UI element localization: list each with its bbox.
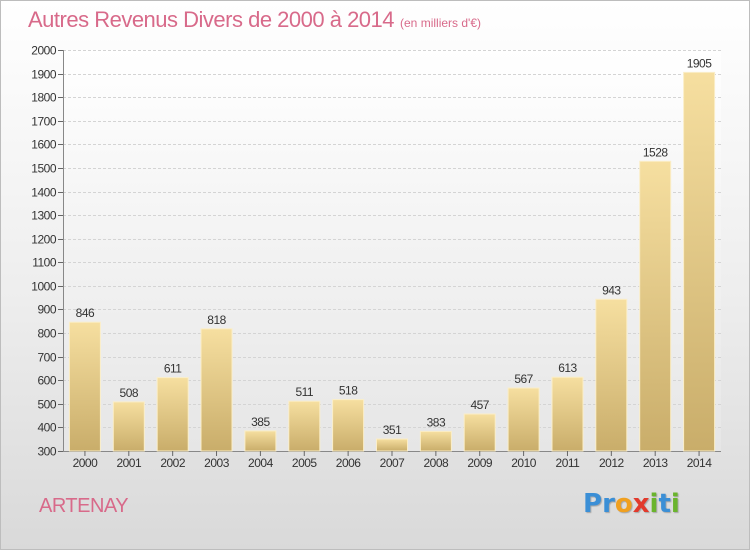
bar-2009 xyxy=(463,413,496,452)
logo-letter: i xyxy=(649,489,659,519)
value-label: 508 xyxy=(120,386,139,400)
x-tick-label: 2003 xyxy=(204,456,230,470)
value-label: 457 xyxy=(470,398,489,412)
logo-letter: P xyxy=(583,489,603,519)
x-tick-label: 2008 xyxy=(424,456,450,470)
bar-2014 xyxy=(683,71,716,452)
value-label: 385 xyxy=(251,415,270,429)
x-axis-tick-labels: 2000 2001 2002 2003 2004 2005 2006 2007 2008 2009… xyxy=(73,451,713,470)
x-tick-label: 2001 xyxy=(116,456,142,470)
bar-2002 xyxy=(156,377,189,452)
y-tick-label: 300 xyxy=(37,445,56,459)
y-tick-label: 500 xyxy=(37,398,56,412)
y-tick-label: 1900 xyxy=(31,68,57,82)
value-label: 351 xyxy=(383,423,402,437)
bar-2007 xyxy=(376,438,408,452)
y-tick-label: 1000 xyxy=(31,280,57,294)
x-tick-label: 2005 xyxy=(292,456,318,470)
bar-2011 xyxy=(551,376,584,452)
value-label: 518 xyxy=(339,384,358,398)
y-tick-label: 1500 xyxy=(31,162,57,176)
y-tick-label: 1300 xyxy=(31,209,57,223)
bar-2001 xyxy=(112,401,145,452)
logo-letter: i xyxy=(670,489,680,519)
value-label: 611 xyxy=(164,362,182,376)
chart-title: Autres Revenus Divers de 2000 à 2014 (en … xyxy=(28,7,481,33)
x-tick-label: 2012 xyxy=(599,456,625,470)
y-tick-label: 1100 xyxy=(32,256,57,270)
value-label: 1528 xyxy=(643,145,669,159)
logo-letter: o xyxy=(614,489,633,519)
bar-2008 xyxy=(419,430,452,452)
x-tick-label: 2000 xyxy=(73,456,99,470)
value-label: 818 xyxy=(207,313,226,327)
y-tick-label: 1700 xyxy=(31,115,57,129)
bar-value-labels: 846 508 611 818 385 511 518 351 383 457 567 613 943 1… xyxy=(76,56,713,437)
bar-2004 xyxy=(244,430,277,452)
bars xyxy=(68,71,716,452)
y-axis-tick-labels: 300 400 500 600 700 800 900 1000 1100 1200 1300 140… xyxy=(31,44,57,459)
x-tick-label: 2006 xyxy=(336,456,362,470)
y-tick-label: 1600 xyxy=(31,138,57,152)
bar-2005 xyxy=(288,400,321,452)
chart-title-text: Autres Revenus Divers de 2000 à 2014 xyxy=(28,7,395,32)
proxiti-logo: Proxiti xyxy=(583,489,680,519)
logo-letter: x xyxy=(632,489,650,519)
y-tick-label: 700 xyxy=(37,351,56,365)
x-tick-label: 2011 xyxy=(556,456,581,470)
logo-letter: t xyxy=(658,489,671,519)
x-tick-label: 2010 xyxy=(511,456,537,470)
bar-2000 xyxy=(68,321,101,452)
y-tick-label: 600 xyxy=(37,374,56,388)
y-tick-label: 400 xyxy=(37,421,56,435)
value-label: 511 xyxy=(295,385,313,399)
value-label: 383 xyxy=(427,415,446,429)
y-tick-label: 800 xyxy=(37,327,56,341)
x-tick-label: 2002 xyxy=(160,456,186,470)
value-label: 846 xyxy=(76,306,95,320)
value-label: 613 xyxy=(558,361,577,375)
bar-2003 xyxy=(200,328,233,452)
bar-2012 xyxy=(595,298,628,452)
x-tick-label: 2014 xyxy=(687,456,713,470)
y-tick-label: 1200 xyxy=(31,233,57,247)
x-tick-label: 2004 xyxy=(248,456,274,470)
y-tick-label: 1800 xyxy=(31,91,57,105)
x-tick-label: 2007 xyxy=(380,456,406,470)
x-tick-label: 2009 xyxy=(467,456,493,470)
chart-title-unit: (en milliers d'€) xyxy=(400,16,481,30)
y-tick-label: 1400 xyxy=(31,186,57,200)
location-label: ARTENAY xyxy=(39,495,129,517)
bar-2010 xyxy=(507,387,540,452)
bar-2006 xyxy=(332,399,365,452)
x-tick-label: 2013 xyxy=(643,456,669,470)
logo-letter: r xyxy=(602,489,615,519)
value-label: 567 xyxy=(514,372,533,386)
value-label: 1905 xyxy=(687,56,713,70)
bar-2013 xyxy=(639,160,672,452)
y-tick-label: 900 xyxy=(37,303,56,317)
y-tick-label: 2000 xyxy=(31,44,57,58)
value-label: 943 xyxy=(602,283,621,297)
